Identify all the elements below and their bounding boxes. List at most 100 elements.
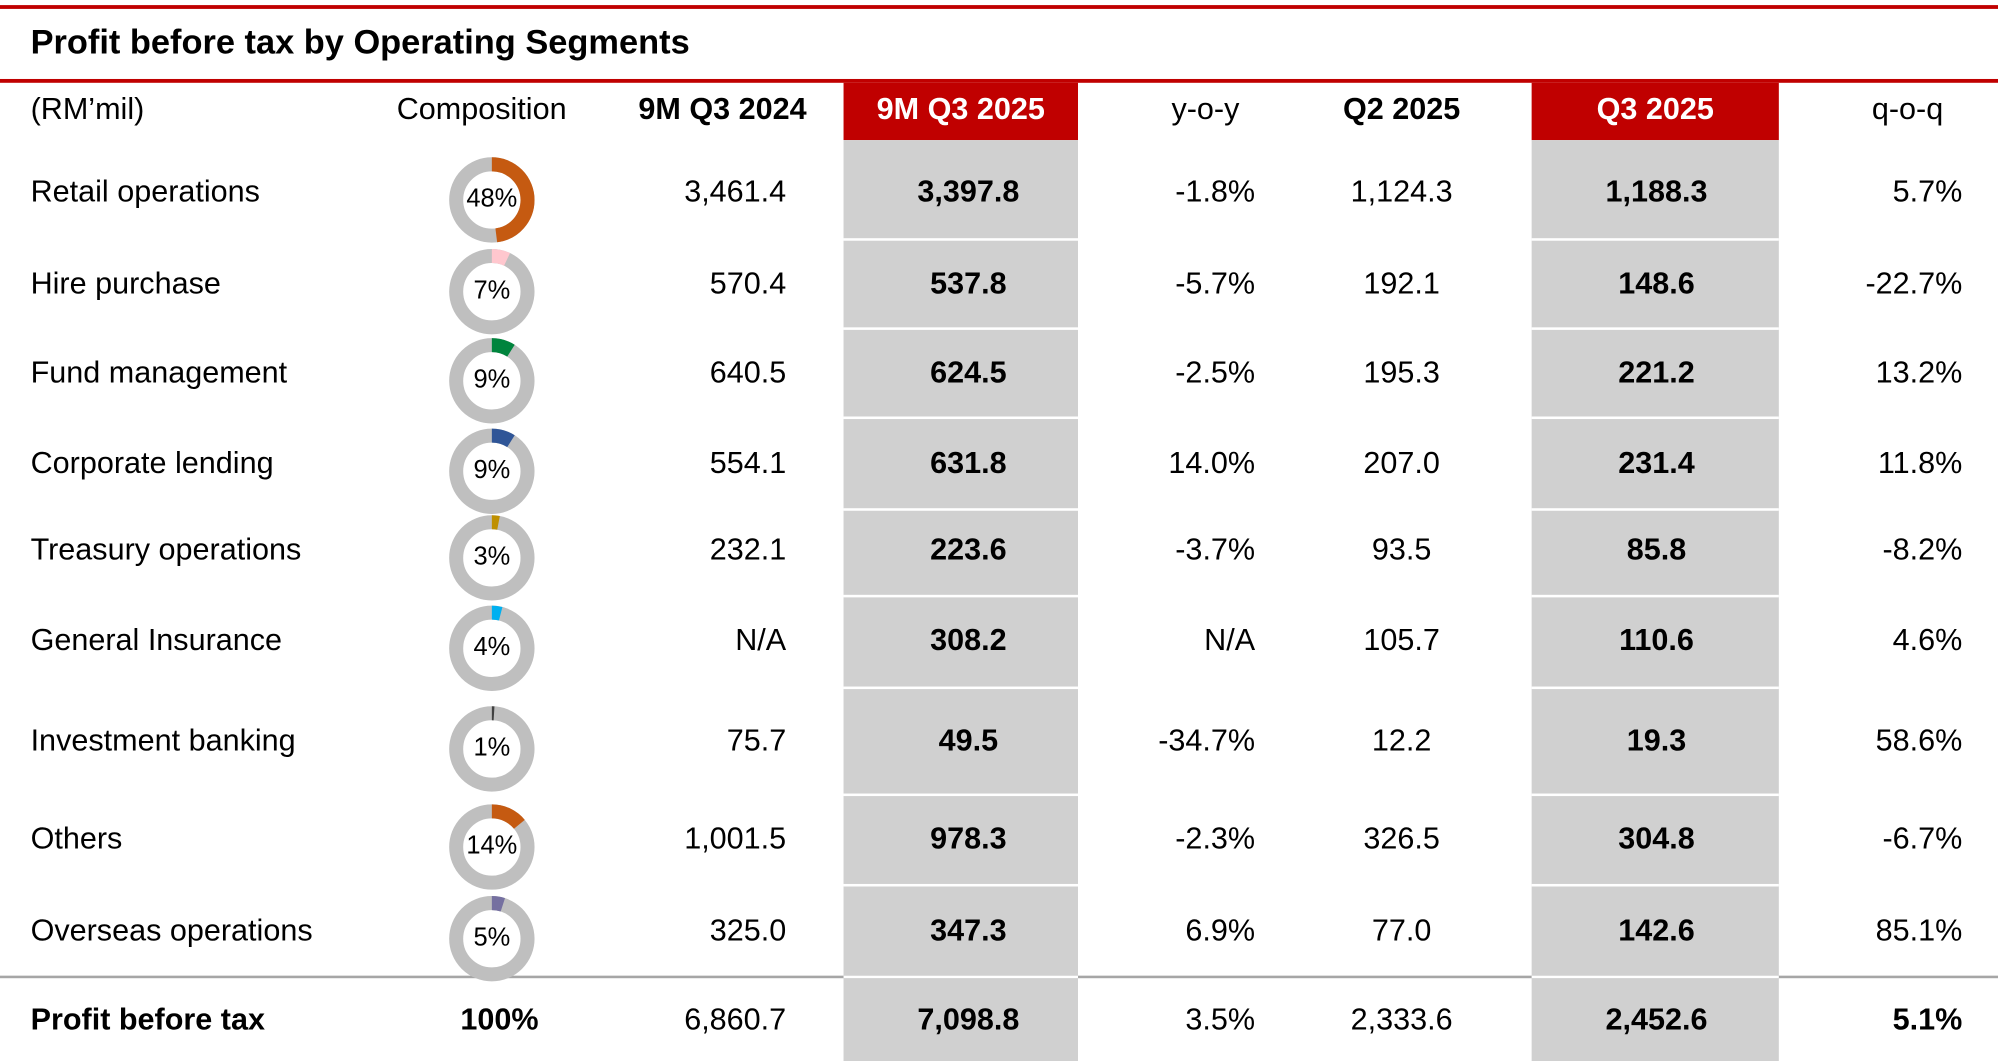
composition-label: 9% [473, 456, 510, 484]
cell: 570.4 [710, 266, 787, 300]
composition-label: 4% [473, 633, 510, 661]
composition-label: 3% [473, 543, 510, 571]
column-header: 9M Q3 2025 [877, 92, 1045, 126]
row-label: Others [31, 822, 123, 856]
row-separator [843, 508, 1079, 511]
donut-arc [449, 338, 535, 424]
row-separator [1531, 416, 1779, 420]
donut-arc [449, 428, 535, 514]
row-separator [1531, 883, 1779, 887]
column-header: (RM’mil) [31, 92, 145, 126]
row-separator [1531, 793, 1779, 797]
row-separator [843, 883, 1079, 887]
donut-arc [449, 706, 535, 792]
row-separator [843, 594, 1079, 598]
cell: 537.8 [930, 266, 1007, 300]
row-separator [843, 238, 1079, 241]
cell: -1.8% [1175, 175, 1255, 209]
cell: 624.5 [930, 356, 1007, 390]
row-separator [1531, 327, 1779, 330]
row-separator [1531, 686, 1779, 690]
cell: 195.3 [1363, 356, 1440, 390]
cell: 640.5 [710, 356, 787, 390]
cell: 631.8 [930, 446, 1007, 480]
cell: -2.3% [1175, 822, 1255, 856]
cell: 3,461.4 [684, 175, 786, 209]
donut-arc [449, 605, 535, 691]
row-separator [843, 975, 1079, 979]
column-header: q-o-q [1872, 92, 1943, 126]
cell: -8.2% [1882, 533, 1962, 567]
row-label: Overseas operations [31, 913, 313, 947]
row-separator [843, 686, 1079, 690]
cell: N/A [735, 623, 787, 657]
cell: 326.5 [1363, 822, 1440, 856]
column-header: 9M Q3 2024 [638, 92, 806, 126]
column-header: Q3 2025 [1597, 92, 1714, 126]
cell: 49.5 [939, 724, 998, 758]
cell: 223.6 [930, 533, 1007, 567]
top-rule [0, 5, 1998, 9]
cell: 192.1 [1363, 266, 1440, 300]
composition-label: 9% [473, 366, 510, 394]
total-cell: 2,452.6 [1606, 1003, 1708, 1037]
cell: -5.7% [1175, 266, 1255, 300]
row-label: Investment banking [31, 724, 296, 758]
cell: 142.6 [1618, 913, 1695, 947]
composition-label: 1% [473, 734, 510, 762]
cell: 1,188.3 [1606, 175, 1708, 209]
cell: 14.0% [1168, 446, 1255, 480]
row-separator [1531, 508, 1779, 511]
cell: 554.1 [710, 446, 787, 480]
row-separator [1531, 238, 1779, 241]
row-separator [1531, 594, 1779, 598]
cell: 85.8 [1627, 533, 1686, 567]
cell: 3,397.8 [917, 175, 1019, 209]
row-label: Retail operations [31, 175, 260, 209]
column-header: y-o-y [1171, 92, 1240, 126]
total-cell: 2,333.6 [1351, 1003, 1453, 1037]
cell: -6.7% [1882, 822, 1962, 856]
column-highlight [843, 140, 1079, 1061]
cell: 5.7% [1893, 175, 1963, 209]
total-cell: 5.1% [1893, 1003, 1963, 1037]
cell: 148.6 [1618, 266, 1695, 300]
row-label: Corporate lending [31, 446, 274, 480]
cell: 221.2 [1618, 356, 1695, 390]
cell: 11.8% [1878, 446, 1962, 480]
row-separator [843, 327, 1079, 330]
cell: 58.6% [1876, 724, 1963, 758]
row-separator [843, 793, 1079, 797]
row-separator [1531, 975, 1779, 979]
column-highlight [1531, 140, 1779, 1061]
cell: -3.7% [1175, 533, 1255, 567]
cell: 75.7 [727, 724, 786, 758]
composition-label: 14% [466, 832, 517, 860]
cell: 93.5 [1372, 533, 1431, 567]
title: Profit before tax by Operating Segments [31, 24, 690, 62]
header-highlight [843, 82, 1079, 141]
cell: -34.7% [1158, 724, 1255, 758]
cell: 1,124.3 [1351, 175, 1453, 209]
cell: 77.0 [1372, 913, 1431, 947]
composition-label: 7% [473, 276, 510, 304]
row-label: Hire purchase [31, 266, 221, 300]
header-highlight [1531, 82, 1779, 141]
cell: 19.3 [1627, 724, 1686, 758]
composition-label: 48% [466, 185, 517, 213]
donut-arc [449, 157, 535, 243]
cell: -2.5% [1175, 356, 1255, 390]
cell: 85.1% [1876, 913, 1963, 947]
cell: 13.2% [1876, 356, 1963, 390]
cell: 1,001.5 [684, 822, 786, 856]
donut-arc [449, 896, 535, 982]
cell: 347.3 [930, 913, 1007, 947]
total-cell: 7,098.8 [917, 1003, 1019, 1037]
total-label: Profit before tax [31, 1003, 265, 1037]
cell: 110.6 [1619, 623, 1694, 657]
cell: 308.2 [930, 623, 1007, 657]
row-label: Treasury operations [31, 533, 302, 567]
cell: 325.0 [710, 913, 787, 947]
donut-arc [449, 804, 535, 890]
